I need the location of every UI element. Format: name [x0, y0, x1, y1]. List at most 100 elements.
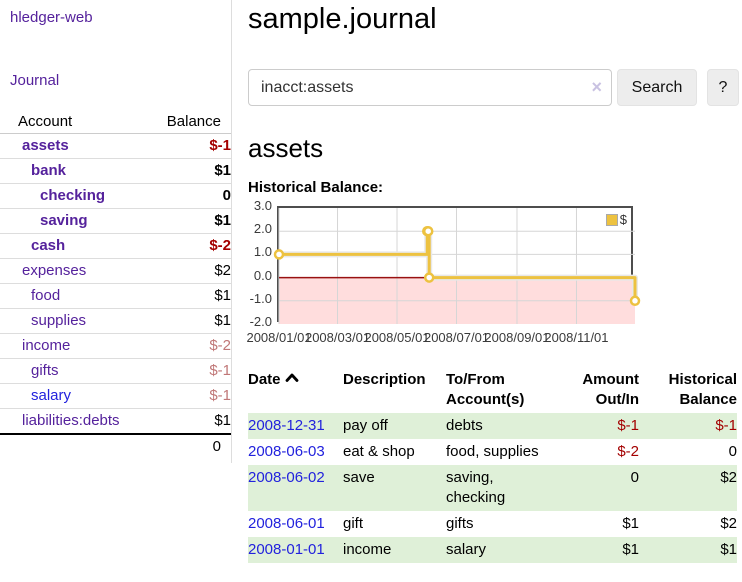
transaction-accounts: debts: [446, 417, 483, 434]
transaction-date-link[interactable]: 2008-12-31: [248, 417, 325, 434]
accounts-total-value: 0: [212, 438, 221, 455]
transaction-description: eat & shop: [343, 443, 415, 460]
col-header-accounts: To/From Account(s): [446, 371, 525, 408]
transaction-date-link[interactable]: 2008-06-02: [248, 469, 325, 486]
transaction-date-cell: 2008-12-31: [248, 413, 343, 439]
register-header-row: Date Description To/From Account(s) Amou…: [248, 367, 737, 413]
account-name-cell: bank: [0, 159, 150, 184]
y-axis-label: -2.0: [249, 314, 272, 329]
account-name-cell: food: [0, 284, 150, 309]
transaction-balance: 0: [728, 443, 737, 460]
chart-plot-area[interactable]: $: [273, 206, 641, 324]
transaction-amount: $-1: [617, 417, 639, 434]
account-row: salary $-1: [0, 384, 231, 409]
transaction-date-link[interactable]: 2008-06-01: [248, 515, 325, 532]
transaction-amount: $1: [622, 515, 639, 532]
transaction-accounts: salary: [446, 541, 487, 558]
search-input[interactable]: [248, 69, 612, 106]
account-name-cell: checking: [0, 184, 150, 209]
register-row: 2008-12-31 pay off debts $-1 $-1: [248, 413, 737, 439]
transaction-date-cell: 2008-01-01: [248, 537, 343, 563]
account-row: assets $-1: [0, 134, 231, 159]
x-axis-label: 2008/07/01: [423, 330, 490, 345]
account-balance: 0: [222, 187, 231, 204]
app-title: hledger-web: [10, 9, 93, 26]
account-balance: $1: [214, 312, 231, 329]
sort-ascending-icon: [285, 373, 298, 382]
sidebar-account-link[interactable]: expenses: [22, 262, 87, 279]
account-name-cell: supplies: [0, 309, 150, 334]
sidebar-account-link[interactable]: liabilities:debts: [22, 412, 120, 429]
account-row: cash $-2: [0, 234, 231, 259]
account-name-cell: salary: [0, 384, 150, 409]
col-header-description: Description: [343, 371, 426, 388]
transaction-description: pay off: [343, 417, 388, 434]
transaction-accounts: gifts: [446, 515, 474, 532]
x-axis-label: 2008/09/01: [484, 330, 550, 345]
chart-legend: $: [605, 212, 627, 227]
search-button[interactable]: Search: [617, 69, 697, 106]
account-name-cell: assets: [0, 134, 150, 159]
legend-swatch-icon: [605, 213, 618, 226]
help-button[interactable]: ?: [707, 69, 739, 106]
sidebar-account-link[interactable]: income: [22, 337, 71, 354]
account-name-cell: liabilities:debts: [0, 409, 150, 435]
account-name-cell: saving: [0, 209, 150, 234]
col-header-date[interactable]: Date: [248, 367, 343, 413]
account-name-cell: gifts: [0, 359, 150, 384]
account-row: supplies $1: [0, 309, 231, 334]
col-header-amount: Amount Out/In: [582, 371, 639, 408]
page-title: sample.journal: [248, 3, 437, 35]
account-heading: assets: [248, 133, 324, 163]
transaction-balance: $-1: [715, 417, 737, 434]
register-row: 2008-06-03 eat & shop food, supplies $-2 0: [248, 439, 737, 465]
sidebar-account-link[interactable]: assets: [22, 137, 69, 154]
transaction-date-cell: 2008-06-03: [248, 439, 343, 465]
search-box: ×: [248, 69, 612, 106]
account-row: bank $1: [0, 159, 231, 184]
legend-label: $: [619, 212, 627, 227]
transaction-accounts: food, supplies: [446, 443, 539, 460]
transaction-date-link[interactable]: 2008-01-01: [248, 541, 325, 558]
account-balance: $-1: [209, 387, 231, 404]
chart-heading: Historical Balance:: [248, 179, 384, 196]
transaction-balance: $2: [720, 515, 737, 532]
account-row: saving $1: [0, 209, 231, 234]
account-name-cell: expenses: [0, 259, 150, 284]
sidebar-account-link[interactable]: cash: [31, 237, 66, 254]
sidebar-account-link[interactable]: food: [31, 287, 61, 304]
sidebar-account-link[interactable]: supplies: [31, 312, 87, 329]
transaction-balance: $1: [720, 541, 737, 558]
sidebar-item-journal[interactable]: Journal: [10, 72, 60, 89]
account-row: liabilities:debts $1: [0, 409, 231, 435]
y-axis-label: 1.0: [253, 244, 272, 260]
register-row: 2008-06-02 save saving, checking 0 $2: [248, 465, 737, 511]
account-balance: $-1: [209, 362, 231, 379]
account-row: checking 0: [0, 184, 231, 209]
accounts-table-header: Account Balance: [0, 110, 231, 134]
account-row: expenses $2: [0, 259, 231, 284]
account-balance: $1: [214, 212, 231, 229]
transaction-balance: $2: [720, 469, 737, 486]
account-name-cell: income: [0, 334, 150, 359]
account-balance: $1: [214, 412, 231, 429]
account-row: income $-2: [0, 334, 231, 359]
y-axis-label: 0.0: [253, 267, 272, 283]
transaction-date-link[interactable]: 2008-06-03: [248, 443, 325, 460]
accounts-total-row: 0: [0, 434, 231, 459]
balance-column-header: Balance: [166, 113, 221, 130]
clear-search-icon[interactable]: ×: [591, 77, 602, 97]
sidebar-account-link[interactable]: checking: [40, 187, 106, 204]
register-row: 2008-06-01 gift gifts $1 $2: [248, 511, 737, 537]
sidebar-account-link[interactable]: gifts: [31, 362, 59, 379]
sidebar-account-link[interactable]: bank: [31, 162, 67, 179]
sidebar-account-link[interactable]: salary: [31, 387, 72, 404]
x-axis-label: 2008/11/01: [544, 330, 609, 345]
x-axis-label: 2008/01/01: [246, 330, 312, 345]
account-balance: $1: [214, 287, 231, 304]
main-content: sample.journal × Search ? assets Histori…: [232, 0, 742, 563]
account-balance: $-2: [209, 237, 231, 254]
account-balance: $2: [214, 262, 231, 279]
sidebar-account-link[interactable]: saving: [40, 212, 88, 229]
account-row: gifts $-1: [0, 359, 231, 384]
